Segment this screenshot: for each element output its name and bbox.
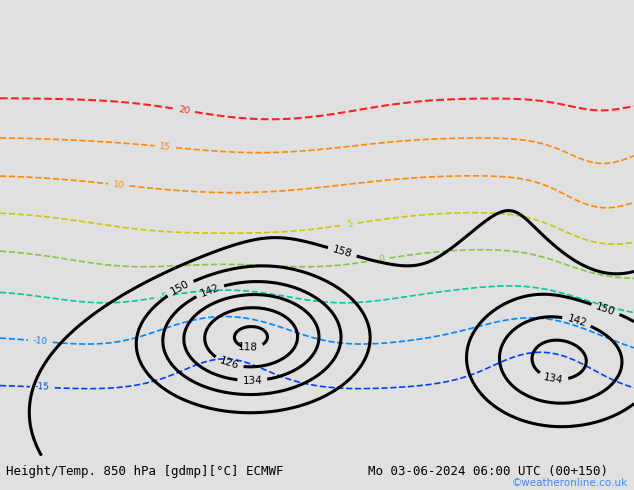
Text: -5: -5 [158, 291, 169, 302]
Text: 126: 126 [218, 356, 240, 371]
Text: 5: 5 [346, 220, 353, 229]
Text: 118: 118 [238, 342, 258, 353]
Text: 150: 150 [169, 279, 191, 297]
Text: 158: 158 [332, 245, 353, 260]
Text: Height/Temp. 850 hPa [gdmp][°C] ECMWF: Height/Temp. 850 hPa [gdmp][°C] ECMWF [6, 465, 284, 478]
Text: -10: -10 [32, 336, 48, 346]
Text: 15: 15 [159, 142, 172, 152]
Text: 142: 142 [199, 282, 221, 299]
Text: 142: 142 [566, 313, 588, 329]
Text: -15: -15 [35, 382, 50, 392]
Text: 0: 0 [378, 254, 385, 264]
Text: ©weatheronline.co.uk: ©weatheronline.co.uk [512, 478, 628, 488]
Text: 20: 20 [178, 105, 191, 116]
Text: 150: 150 [595, 301, 616, 317]
Text: 10: 10 [113, 180, 125, 190]
Text: 134: 134 [242, 375, 262, 386]
Text: 134: 134 [543, 372, 564, 386]
Text: Mo 03-06-2024 06:00 UTC (00+150): Mo 03-06-2024 06:00 UTC (00+150) [368, 465, 608, 478]
